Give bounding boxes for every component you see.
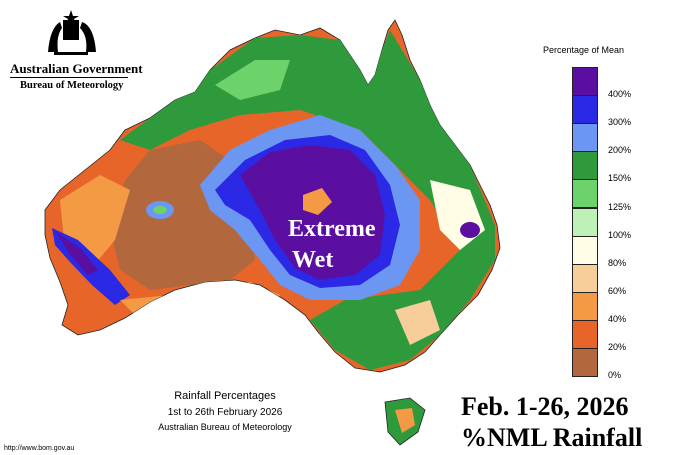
legend-swatch <box>572 348 598 378</box>
legend-swatch <box>572 123 598 153</box>
legend-label: 150% <box>608 173 632 184</box>
header-divider <box>10 77 128 78</box>
caption-period: 1st to 26th February 2026 <box>167 407 283 418</box>
caption-title: Rainfall Percentages <box>174 390 276 402</box>
legend-label: 40% <box>608 313 627 324</box>
legend-swatch <box>572 151 598 181</box>
caption-credit: Australian Bureau of Meteorology <box>158 422 292 432</box>
agency-name: Bureau of Meteorology <box>20 80 124 91</box>
legend-swatch <box>572 263 598 293</box>
legend-label: 400% <box>608 89 632 100</box>
legend-label: 300% <box>608 117 632 128</box>
legend-swatch <box>572 235 598 265</box>
legend-label: 100% <box>608 229 632 240</box>
government-name: Australian Government <box>10 61 143 76</box>
legend-swatch <box>572 67 598 97</box>
legend-label: 20% <box>608 342 627 352</box>
source-url: http://www.bom.gov.au <box>4 445 75 452</box>
coat-of-arms-icon <box>48 10 96 55</box>
overlay-subtitle: %NML Rainfall <box>461 423 643 452</box>
legend-title: Percentage of Mean <box>543 45 625 55</box>
legend-swatch <box>572 207 598 237</box>
legend-label: 60% <box>608 285 627 296</box>
annotation-extreme: Extreme <box>288 216 376 242</box>
overlay-date: Feb. 1-26, 2026 <box>461 392 629 421</box>
legend-swatch <box>572 291 598 321</box>
legend-swatch <box>572 95 598 125</box>
legend-swatch <box>572 319 598 349</box>
legend-label: 80% <box>608 257 627 268</box>
legend-label: 125% <box>608 201 632 212</box>
legend-label: 0% <box>608 370 622 381</box>
legend-swatch <box>572 179 598 209</box>
legend-label: 200% <box>608 145 632 156</box>
annotation-wet: Wet <box>292 247 334 273</box>
